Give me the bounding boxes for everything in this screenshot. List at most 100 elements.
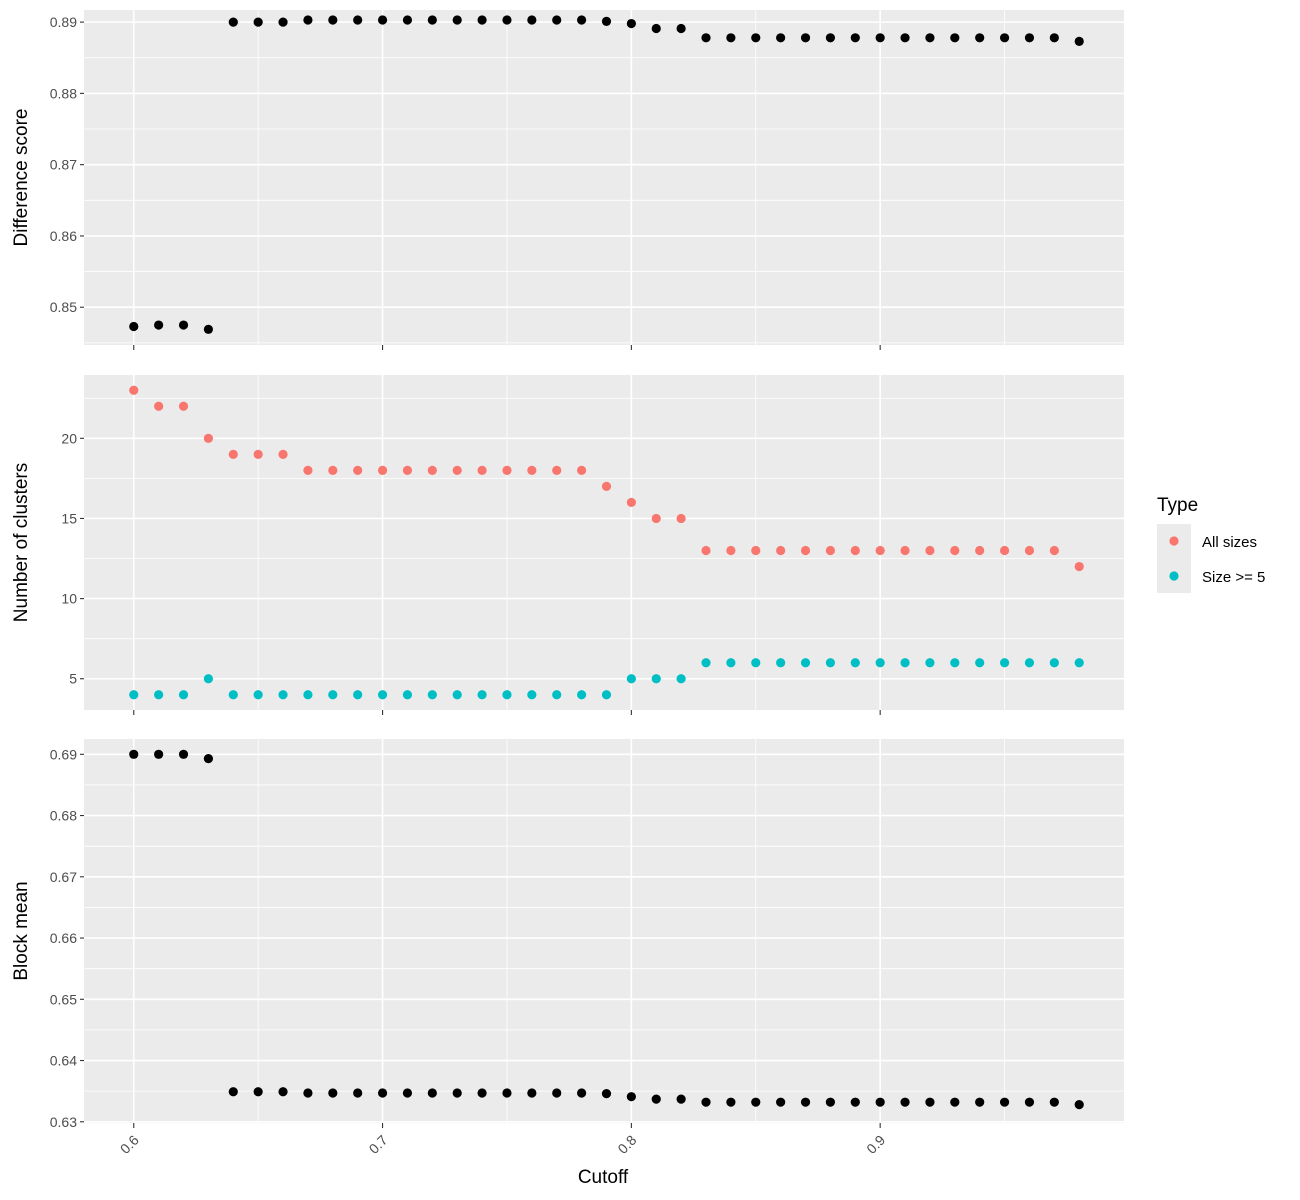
y-tick-label: 0.86 [50,228,77,244]
block-mean-panel: 0.63 0.64 0.65 0.66 0.67 0.68 0.69 Block mean [11,739,1124,1130]
number-of-clusters-panel: 5 10 15 20 Number of clusters [11,375,1124,715]
data-point [502,690,512,700]
data-point [178,690,189,700]
y-tick-layer: 0.63 0.64 0.65 0.66 0.67 0.68 0.69 [50,746,84,1130]
data-point [1049,658,1059,668]
data-point [278,1087,288,1097]
data-point [900,1097,910,1107]
data-point [303,465,313,475]
grid-layer [84,375,1124,710]
data-point [626,1092,636,1102]
data-point [253,1087,263,1097]
data-point [726,658,736,668]
data-point [651,23,661,34]
data-point [552,465,562,475]
data-points [129,749,1084,1110]
data-point [1024,545,1035,556]
y-tick-layer: 5 10 15 20 [61,430,84,687]
data-point [203,674,214,684]
data-point [1049,1097,1059,1107]
data-point [950,1097,960,1107]
data-point [601,1089,612,1099]
data-point [850,33,860,43]
data-point [676,513,686,524]
data-point [203,324,214,334]
x-tick-marks [133,710,881,715]
data-point [975,33,985,43]
data-point [303,690,313,700]
data-point [328,1088,338,1098]
data-point [228,690,238,700]
data-point [552,15,562,25]
data-point [253,690,263,700]
data-point [925,658,935,668]
data-point [278,17,288,27]
difference-score-panel: 0.85 0.86 0.87 0.88 0.89 Difference score [11,10,1124,350]
data-point [278,690,288,700]
data-point [651,513,661,524]
data-point [129,321,139,332]
data-point [825,1097,836,1107]
data-point [527,690,537,700]
y-tick-label: 0.89 [50,14,77,30]
data-point [626,497,636,508]
x-tick-marks [133,1123,881,1128]
data-point [1024,658,1035,668]
data-point [1024,33,1035,43]
data-point [129,749,139,759]
data-point [975,545,985,556]
y-tick-label: 20 [61,430,77,446]
data-point [353,690,363,700]
data-point [1074,36,1084,46]
data-point [1074,561,1084,572]
data-point [900,658,910,668]
data-point [427,1088,437,1098]
data-point [1049,33,1059,43]
data-point [502,1088,512,1098]
data-point [825,33,836,43]
data-point [154,401,164,411]
data-point [999,1097,1010,1107]
data-point [626,18,636,29]
y-tick-label: 0.87 [50,157,77,173]
data-point [129,690,139,700]
y-tick-label: 0.68 [50,808,77,824]
data-points [129,15,1084,334]
data-point [377,690,388,700]
data-point [203,753,214,764]
legend-key-all-sizes [1169,536,1179,546]
data-point [875,33,885,43]
data-point [477,465,487,475]
data-point [228,17,238,27]
data-point [751,545,761,556]
data-point [502,465,512,475]
data-point [303,15,313,25]
data-point [875,658,885,668]
y-tick-label: 0.85 [50,299,77,315]
data-point [800,658,811,668]
data-point [577,690,587,700]
data-point [651,1094,661,1104]
y-axis-title: Difference score [11,109,32,247]
data-point [402,465,413,475]
data-point [552,1088,562,1098]
data-point [825,545,836,556]
data-point [328,690,338,700]
data-point [129,385,139,395]
y-tick-label: 0.66 [50,930,77,946]
x-tick-marks [133,345,881,350]
data-point [900,33,910,43]
data-point [353,465,363,475]
data-point [701,1097,711,1107]
data-point [875,1097,885,1107]
data-point [601,16,612,27]
data-point [527,465,537,475]
y-tick-layer: 0.85 0.86 0.87 0.88 0.89 [50,14,84,315]
data-point [1049,545,1059,556]
data-point [178,401,189,411]
panel-background [84,10,1124,345]
y-tick-label: 0.64 [50,1053,77,1069]
data-point [999,33,1010,43]
data-point [875,545,885,556]
